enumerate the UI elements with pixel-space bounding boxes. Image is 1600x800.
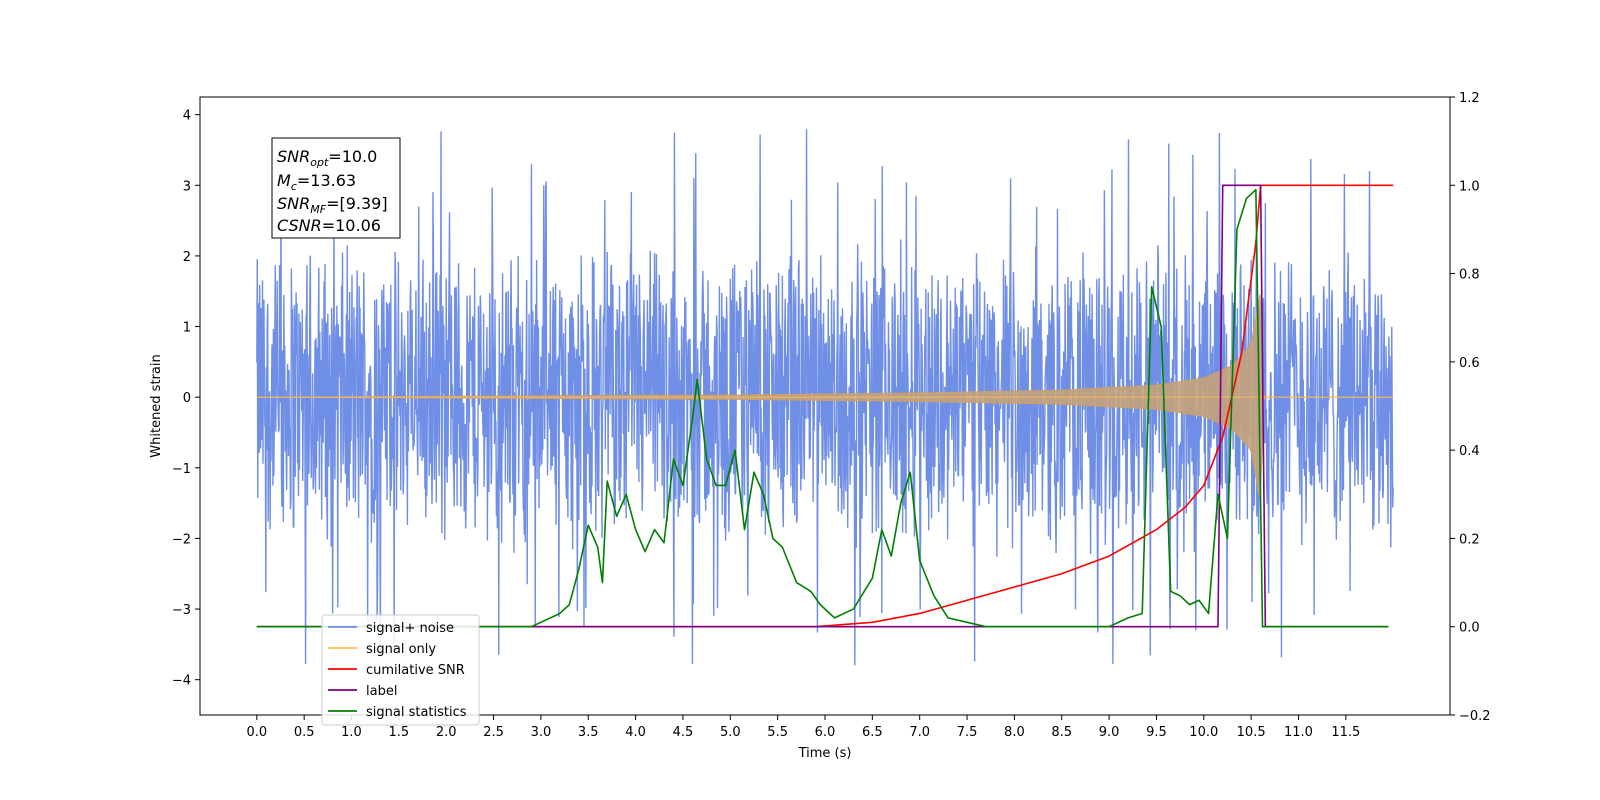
- series-signal-statistics-line: [256, 188, 1389, 628]
- info-box-frame: [271, 137, 401, 239]
- y-left-tick-label: 4: [183, 109, 191, 124]
- x-tick-label: 5.5: [767, 725, 788, 740]
- info-snr-mf: SNRMF=[9.39]: [277, 194, 388, 216]
- y-left-tick-label: −2: [172, 532, 191, 547]
- y-left-tick-label: 3: [183, 179, 191, 194]
- x-tick-label: 5.0: [720, 725, 741, 740]
- legend-label: signal+ noise: [366, 621, 454, 636]
- y-left-tick-label: −4: [172, 674, 191, 689]
- y-right-tick-label: 1.0: [1459, 179, 1480, 194]
- x-tick-label: 9.5: [1146, 725, 1167, 740]
- y-right-tick-label: 0.0: [1459, 621, 1480, 636]
- x-tick-label: 6.5: [862, 725, 883, 740]
- x-axis: 0.0 0.5 1.0 1.5 2.0 2.5 3.0 3.5 4.0 4.5 5.0 5.5 6.0 6…: [246, 715, 1360, 740]
- info-snr-opt-value: 10.0: [342, 147, 378, 166]
- legend-label: signal statistics: [366, 705, 467, 720]
- x-tick-label: 6.0: [815, 725, 836, 740]
- legend-frame: [321, 614, 480, 726]
- x-tick-label: 3.0: [531, 725, 552, 740]
- info-mc: Mc=13.63: [277, 171, 356, 193]
- x-tick-label: 8.0: [1004, 725, 1025, 740]
- info-snr-opt: SNRopt=10.0: [277, 147, 377, 169]
- x-tick-label: 1.5: [389, 725, 410, 740]
- y-left-tick-label: 0: [183, 391, 191, 406]
- x-tick-label: 0.5: [294, 725, 315, 740]
- x-tick-label: 4.5: [673, 725, 694, 740]
- y-right-tick-label: 0.6: [1459, 356, 1480, 371]
- y-axis-left: 4 3 2 1 0 −1 −2 −3 −4: [172, 109, 200, 689]
- info-snr-mf-value: [9.39]: [339, 194, 387, 213]
- x-axis-label: Time (s): [798, 746, 852, 761]
- info-mc-value: 13.63: [310, 171, 356, 190]
- y-right-tick-label: −0.2: [1459, 709, 1491, 724]
- series-cumulative-snr-line: [256, 184, 1394, 628]
- x-tick-label: 11.0: [1284, 725, 1313, 740]
- x-tick-label: 1.0: [341, 725, 362, 740]
- x-tick-label: 2.5: [483, 725, 504, 740]
- x-tick-label: 10.0: [1189, 725, 1218, 740]
- info-csnr: CSNR=10.06: [277, 216, 381, 235]
- info-box: SNRopt=10.0 Mc=13.63 SNRMF=[9.39] CSNR=1…: [271, 137, 401, 239]
- x-tick-label: 7.0: [909, 725, 930, 740]
- y-left-tick-label: 1: [183, 321, 191, 336]
- y-right-tick-label: 0.8: [1459, 268, 1480, 283]
- y-left-tick-label: −3: [172, 603, 191, 618]
- y-left-tick-label: 2: [183, 250, 191, 265]
- y-right-tick-label: 1.2: [1459, 91, 1480, 106]
- legend-label: label: [366, 684, 397, 699]
- legend: signal+ noise signal only cumilative SNR la…: [321, 614, 480, 726]
- y-axis-right: 1.2 1.0 0.8 0.6 0.4 0.2 0.0 −0.2: [1450, 91, 1491, 724]
- x-tick-label: 10.5: [1237, 725, 1266, 740]
- plot-area: [256, 129, 1394, 666]
- legend-label: cumilative SNR: [366, 663, 465, 678]
- y-left-tick-label: −1: [172, 462, 191, 477]
- x-tick-label: 11.5: [1331, 725, 1360, 740]
- y-right-tick-label: 0.4: [1459, 444, 1480, 459]
- series-signal-noise-line: [256, 129, 1394, 666]
- info-csnr-value: 10.06: [335, 216, 381, 235]
- x-tick-label: 8.5: [1051, 725, 1072, 740]
- x-tick-label: 3.5: [578, 725, 599, 740]
- legend-label: signal only: [366, 642, 436, 657]
- y-axis-left-label: Whitened strain: [149, 354, 164, 457]
- x-tick-label: 7.5: [957, 725, 978, 740]
- x-tick-label: 0.0: [246, 725, 267, 740]
- x-tick-label: 9.0: [1099, 725, 1120, 740]
- y-right-tick-label: 0.2: [1459, 532, 1480, 547]
- x-tick-label: 2.0: [436, 725, 457, 740]
- x-tick-label: 4.0: [625, 725, 646, 740]
